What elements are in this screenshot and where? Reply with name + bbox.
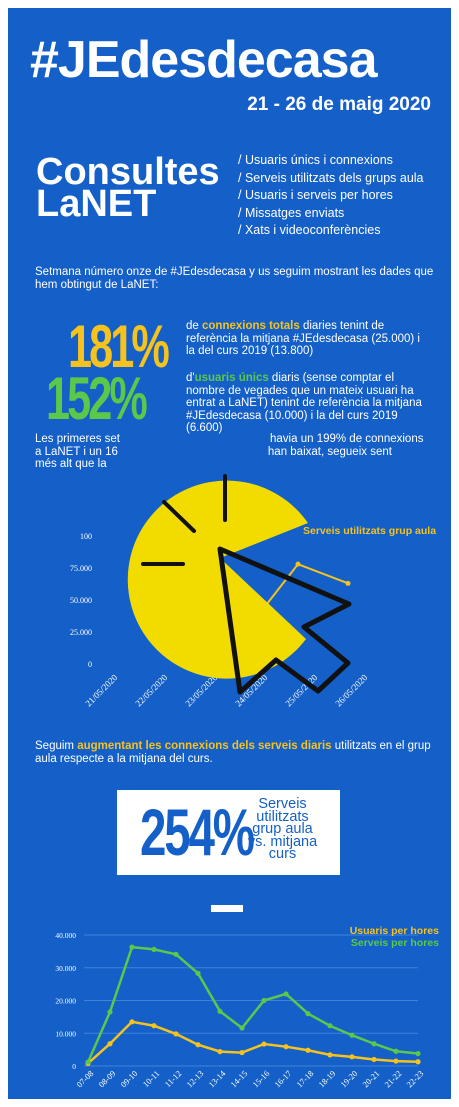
chart2-point <box>195 1042 201 1048</box>
chart2-point <box>393 1058 399 1064</box>
topic-item: / Usuaris únics i connexions <box>238 153 393 167</box>
legend-usuaris: Usuaris per hores <box>349 925 439 937</box>
chart2-point <box>239 1025 245 1031</box>
chart2-x-label: 19-20 <box>338 1068 359 1089</box>
chart2-point <box>107 1009 113 1015</box>
chart2-point <box>415 1050 421 1057</box>
chart1-y-tick: 100 <box>80 532 92 541</box>
chart2-point <box>349 1054 355 1060</box>
topic-item: / Missatges enviats <box>238 205 345 220</box>
chart2-point <box>415 1059 421 1065</box>
chart2-x-label: 15-16 <box>250 1068 271 1089</box>
chart2-x-label: 14-15 <box>228 1068 249 1089</box>
chart2-point <box>239 1049 245 1056</box>
chart2-x-label: 08-09 <box>96 1068 117 1089</box>
chart2-y-tick: 40.000 <box>55 931 76 940</box>
chart2-point <box>129 944 135 950</box>
chart2-point <box>173 1031 179 1037</box>
para3-highlight: augmentant les connexions dels serveis d… <box>77 740 332 752</box>
chart2-x-label: 12-13 <box>184 1068 205 1089</box>
topic-item: / Xats i videoconferències <box>238 223 381 237</box>
divider-bar <box>211 905 243 912</box>
card-percentage: 254% <box>140 795 255 869</box>
chart2-x-label: 21-22 <box>382 1068 403 1089</box>
chart2-x-label: 11-12 <box>163 1068 184 1089</box>
chart2-point <box>173 951 179 957</box>
stat-181-text: de connexions totals diaries tenint de r… <box>186 320 420 357</box>
click-lines-icon <box>141 474 227 566</box>
chart2-point <box>371 1041 377 1047</box>
stat-181-highlight: connexions totals <box>202 320 300 332</box>
consultes-title-line2: LaNET <box>36 183 157 225</box>
chart1-y-tick: 0 <box>88 660 92 669</box>
cursor-arrow-icon <box>217 546 352 695</box>
chart2-point <box>85 1059 91 1065</box>
chart2-x-label: 17-18 <box>294 1068 315 1089</box>
chart2-point <box>217 1008 223 1014</box>
paragraph-2: Les primeres set havia un 199% de connexi… <box>35 433 424 470</box>
chart2-point <box>349 1032 355 1038</box>
chart2-y-tick: 30.000 <box>55 964 76 973</box>
chart1-y-tick: 75.000 <box>70 564 92 573</box>
chart2-point <box>129 1019 135 1025</box>
intro-paragraph: Setmana número onze de #JEdesdecasa y us… <box>35 266 434 291</box>
infographic-poster: #JEdesdecasa 21 - 26 de maig 2020 Consul… <box>8 8 451 1099</box>
chart2-y-tick: 10.000 <box>55 1029 76 1038</box>
chart2-y-tick: 20.000 <box>55 997 76 1006</box>
chart1-y-tick: 25.000 <box>70 628 92 637</box>
chart2-point <box>261 997 267 1004</box>
chart-usuaris-serveis-per-hores: 0 10.000 20.000 30.000 40.000 07-08 08-09 09-1… <box>55 931 425 1090</box>
chart2-point <box>305 1047 311 1053</box>
chart2-x-label: 10-11 <box>141 1068 162 1089</box>
chart2-x-label: 22-23 <box>404 1068 425 1089</box>
consultes-title-line1: Consultes <box>36 151 220 193</box>
stat-152-highlight: usuaris únics <box>194 372 269 384</box>
topic-item: / Serveis utilitzats dels grups aula <box>238 170 424 185</box>
services-card: 254% Serveis utilitzats grup aula vs. mi… <box>117 790 340 875</box>
chart2-point <box>151 946 157 953</box>
chart2-point <box>151 1023 157 1029</box>
chart2-x-label: 16-17 <box>272 1068 293 1089</box>
stat-152-value: 152% <box>46 365 148 432</box>
chart2-x-label: 20-21 <box>360 1068 381 1089</box>
chart2-x-label: 09-10 <box>118 1068 139 1089</box>
chart2-point <box>217 1048 223 1055</box>
chart2-point <box>107 1041 113 1047</box>
topic-item: / Usuaris i serveis per hores <box>238 188 393 202</box>
date-range: 21 - 26 de maig 2020 <box>247 94 431 115</box>
chart2-point <box>371 1056 377 1063</box>
chart1-legend: Serveis utilitzats grup aula <box>303 525 437 537</box>
chart2-point <box>327 1052 333 1058</box>
stat-152-text: d'usuaris únics diaris (sense comptar el… <box>186 372 422 434</box>
chart2-point <box>393 1048 399 1054</box>
hashtag-title: #JEdesdecasa <box>30 31 378 89</box>
chart2-point <box>283 991 289 997</box>
chart2-x-label: 18-19 <box>316 1068 337 1089</box>
chart2-point <box>283 1044 289 1050</box>
chart2-point <box>261 1041 267 1047</box>
consultes-title: Consultes LaNET <box>36 151 220 225</box>
chart2-x-label: 07-08 <box>74 1068 95 1089</box>
stat-181-value: 181% <box>68 313 170 380</box>
chart2-point <box>195 970 201 976</box>
chart1-point <box>295 561 301 567</box>
chart2-x-label: 13-14 <box>206 1068 228 1090</box>
chart1-point <box>345 580 351 586</box>
card-text: Serveis utilitzats grup aula vs. mitjana… <box>247 796 318 862</box>
chart2-point <box>305 1011 311 1017</box>
topics-list: / Usuaris únics i connexions / Serveis u… <box>238 152 424 240</box>
chart2-y-tick: 0 <box>72 1062 76 1071</box>
pacman-shape <box>127 480 308 679</box>
legend-serveis: Serveis per hores <box>350 937 439 949</box>
chart1-y-tick: 50.000 <box>70 596 92 605</box>
pacman-cursor-click-icon <box>127 474 352 695</box>
paragraph-3: Seguim augmentant les connexions dels se… <box>35 740 431 765</box>
chart2-point <box>327 1023 333 1029</box>
